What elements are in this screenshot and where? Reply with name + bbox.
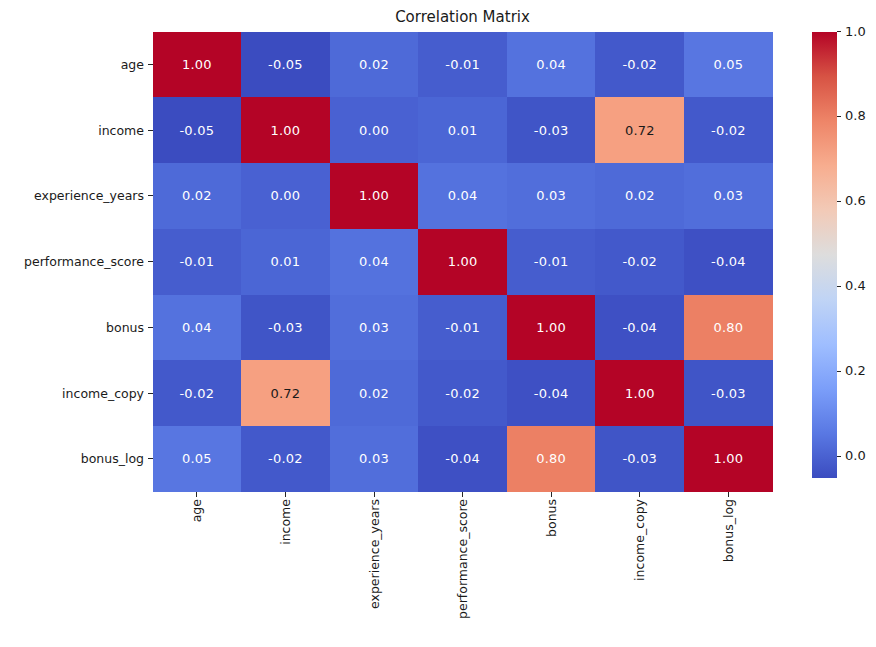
cell-income-performance_score: 0.01 — [418, 97, 507, 163]
cell-income_copy-income_copy: 1.00 — [595, 360, 684, 426]
x-tick-experience_years — [374, 492, 375, 497]
cell-bonus_log-bonus_log: 1.00 — [684, 426, 773, 492]
cell-bonus_log-income: -0.02 — [241, 426, 330, 492]
cell-experience_years-performance_score: 0.04 — [418, 163, 507, 229]
colorbar-label-1.0: 1.0 — [845, 24, 866, 40]
cell-age-age: 1.00 — [153, 32, 242, 98]
cell-bonus-experience_years: 0.03 — [330, 295, 419, 361]
cell-bonus-bonus: 1.00 — [507, 295, 596, 361]
colorbar-tick-0.2 — [837, 371, 842, 372]
cell-bonus-income: -0.03 — [241, 295, 330, 361]
cell-bonus-performance_score: -0.01 — [418, 295, 507, 361]
colorbar-label-0.8: 0.8 — [845, 108, 866, 124]
cell-income-income: 1.00 — [241, 97, 330, 163]
cell-bonus_log-income_copy: -0.03 — [595, 426, 684, 492]
x-label-income_copy: income_copy — [632, 499, 647, 581]
cell-bonus_log-bonus: 0.80 — [507, 426, 596, 492]
y-label-performance_score: performance_score — [0, 229, 144, 295]
cell-age-income: -0.05 — [241, 32, 330, 98]
cell-income_copy-income: 0.72 — [241, 360, 330, 426]
cell-bonus_log-experience_years: 0.03 — [330, 426, 419, 492]
cell-experience_years-experience_years: 1.00 — [330, 163, 419, 229]
cell-bonus_log-age: 0.05 — [153, 426, 242, 492]
cell-performance_score-experience_years: 0.04 — [330, 229, 419, 295]
colorbar-gradient — [812, 32, 837, 478]
cell-bonus_log-performance_score: -0.04 — [418, 426, 507, 492]
correlation-matrix-figure: Correlation Matrix 1.00-0.050.02-0.010.0… — [0, 0, 876, 647]
y-label-bonus_log: bonus_log — [0, 426, 144, 492]
colorbar-tick-1.0 — [837, 31, 842, 32]
cell-performance_score-age: -0.01 — [153, 229, 242, 295]
cell-income-age: -0.05 — [153, 97, 242, 163]
cell-income-income_copy: 0.72 — [595, 97, 684, 163]
y-label-income: income — [0, 97, 144, 163]
x-tick-income — [285, 492, 286, 497]
colorbar-tick-0.0 — [837, 456, 842, 457]
colorbar-label-0.0: 0.0 — [845, 448, 866, 464]
x-label-income: income — [278, 499, 293, 545]
cell-experience_years-income: 0.00 — [241, 163, 330, 229]
colorbar-label-0.4: 0.4 — [845, 278, 866, 294]
y-tick-bonus_log — [148, 458, 153, 459]
cell-age-performance_score: -0.01 — [418, 32, 507, 98]
y-label-income_copy: income_copy — [0, 360, 144, 426]
cell-age-bonus: 0.04 — [507, 32, 596, 98]
colorbar-label-0.2: 0.2 — [845, 363, 866, 379]
x-label-experience_years: experience_years — [367, 499, 382, 609]
cell-income-experience_years: 0.00 — [330, 97, 419, 163]
cell-income-bonus: -0.03 — [507, 97, 596, 163]
y-tick-income — [148, 130, 153, 131]
cell-income_copy-age: -0.02 — [153, 360, 242, 426]
y-tick-age — [148, 64, 153, 65]
cell-income_copy-performance_score: -0.02 — [418, 360, 507, 426]
cell-age-bonus_log: 0.05 — [684, 32, 773, 98]
y-label-experience_years: experience_years — [0, 163, 144, 229]
y-label-bonus: bonus — [0, 295, 144, 361]
x-label-bonus: bonus — [544, 499, 559, 537]
cell-experience_years-income_copy: 0.02 — [595, 163, 684, 229]
cell-bonus-age: 0.04 — [153, 295, 242, 361]
y-tick-income_copy — [148, 393, 153, 394]
heatmap-grid: 1.00-0.050.02-0.010.04-0.020.05-0.051.00… — [153, 32, 773, 492]
cell-experience_years-bonus_log: 0.03 — [684, 163, 773, 229]
x-tick-performance_score — [462, 492, 463, 497]
cell-income_copy-experience_years: 0.02 — [330, 360, 419, 426]
cell-income-bonus_log: -0.02 — [684, 97, 773, 163]
cell-experience_years-bonus: 0.03 — [507, 163, 596, 229]
x-tick-income_copy — [639, 492, 640, 497]
y-tick-experience_years — [148, 195, 153, 196]
y-tick-performance_score — [148, 261, 153, 262]
cell-income_copy-bonus_log: -0.03 — [684, 360, 773, 426]
cell-performance_score-performance_score: 1.00 — [418, 229, 507, 295]
cell-age-income_copy: -0.02 — [595, 32, 684, 98]
x-tick-bonus_log — [728, 492, 729, 497]
cell-bonus-income_copy: -0.04 — [595, 295, 684, 361]
colorbar-tick-0.4 — [837, 286, 842, 287]
x-label-bonus_log: bonus_log — [721, 499, 736, 562]
x-tick-bonus — [551, 492, 552, 497]
cell-performance_score-income: 0.01 — [241, 229, 330, 295]
cell-performance_score-bonus_log: -0.04 — [684, 229, 773, 295]
chart-title: Correlation Matrix — [152, 8, 773, 26]
colorbar-tick-0.8 — [837, 116, 842, 117]
cell-experience_years-age: 0.02 — [153, 163, 242, 229]
x-label-performance_score: performance_score — [455, 499, 470, 619]
cell-performance_score-income_copy: -0.02 — [595, 229, 684, 295]
cell-income_copy-bonus: -0.04 — [507, 360, 596, 426]
cell-bonus-bonus_log: 0.80 — [684, 295, 773, 361]
x-label-age: age — [189, 499, 204, 522]
cell-age-experience_years: 0.02 — [330, 32, 419, 98]
y-tick-bonus — [148, 327, 153, 328]
colorbar-label-0.6: 0.6 — [845, 193, 866, 209]
y-label-age: age — [0, 32, 144, 98]
colorbar-tick-0.6 — [837, 201, 842, 202]
x-tick-age — [196, 492, 197, 497]
cell-performance_score-bonus: -0.01 — [507, 229, 596, 295]
